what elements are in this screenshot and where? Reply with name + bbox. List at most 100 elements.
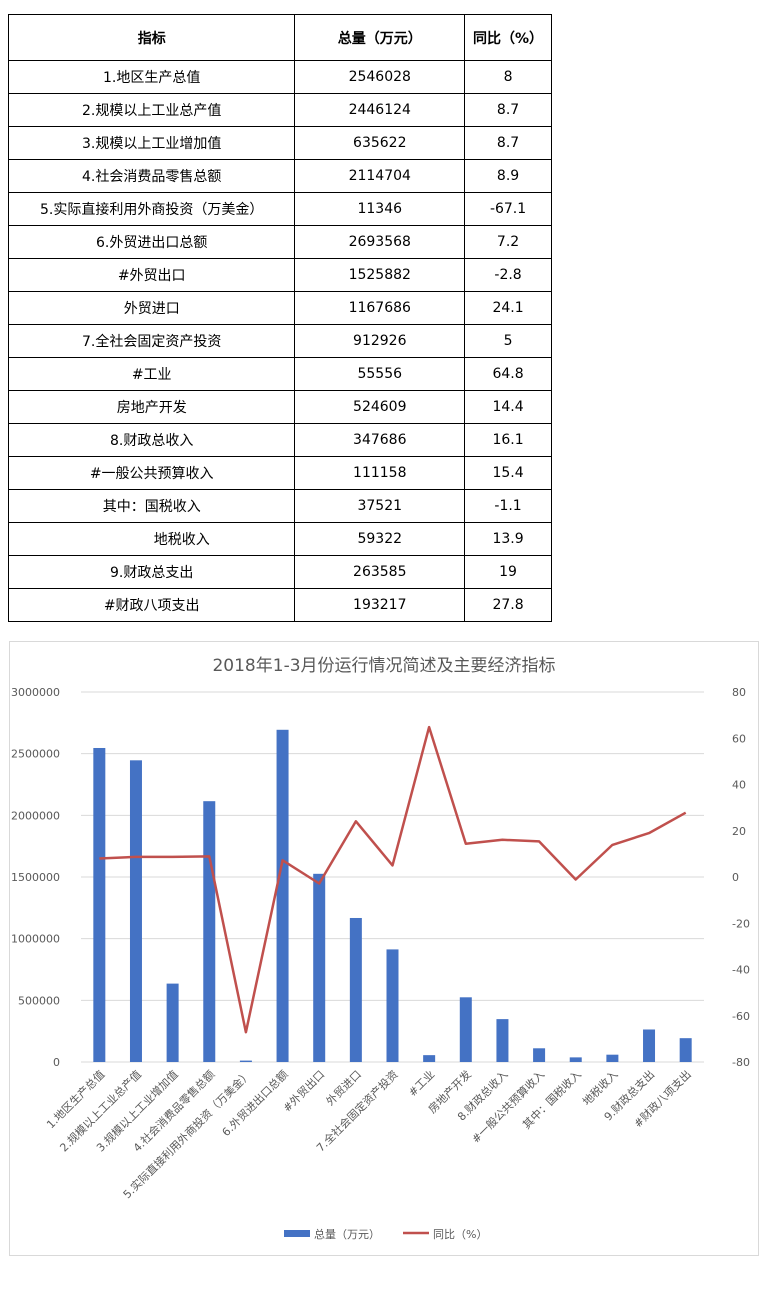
row-label: 2.规模以上工业总产值 xyxy=(7,93,296,127)
row-label: 9.财政总支出 xyxy=(7,555,296,589)
row-yoy: 5 xyxy=(464,324,552,358)
row-total: 59322 xyxy=(294,522,466,556)
bar xyxy=(459,997,472,1062)
y-right-tick-label: -40 xyxy=(732,964,750,977)
bar xyxy=(643,1029,656,1062)
row-yoy: 8 xyxy=(464,60,552,94)
row-total: 55556 xyxy=(294,357,466,391)
chart-title: 2018年1-3月份运行情况简述及主要经济指标 xyxy=(212,656,555,676)
row-label: 房地产开发 xyxy=(7,390,296,424)
bar xyxy=(166,983,179,1062)
row-label: 5.实际直接利用外商投资（万美金） xyxy=(7,192,296,226)
indicator-table: 指标 总量（万元） 同比（%） 1.地区生产总值 2546028 8 2.规模以上工业… xyxy=(7,14,552,622)
row-yoy: 8.7 xyxy=(464,126,552,160)
row-total: 635622 xyxy=(294,126,466,160)
y-right-tick-label: 40 xyxy=(732,779,746,792)
table-row: #财政八项支出 193217 27.8 xyxy=(7,588,552,622)
row-total: 2446124 xyxy=(294,93,466,127)
table-row: 9.财政总支出 263585 19 xyxy=(7,555,552,589)
bar xyxy=(569,1057,582,1062)
y-right-tick-label: 0 xyxy=(732,871,739,884)
row-yoy: 64.8 xyxy=(464,357,552,391)
bar xyxy=(276,729,289,1062)
row-total: 111158 xyxy=(294,456,466,490)
y-left-tick-label: 1000000 xyxy=(11,933,60,946)
y-left-tick-label: 1500000 xyxy=(11,871,60,884)
y-right-tick-label: 60 xyxy=(732,732,746,745)
header-indicator: 指标 xyxy=(7,14,296,61)
legend-label-yoy: 同比（%） xyxy=(433,1228,487,1241)
legend-swatch-bar xyxy=(284,1230,310,1237)
row-label: 外贸进口 xyxy=(7,291,296,325)
row-total: 347686 xyxy=(294,423,466,457)
row-yoy: -1.1 xyxy=(464,489,552,523)
row-label: 4.社会消费品零售总额 xyxy=(7,159,296,193)
row-yoy: 14.4 xyxy=(464,390,552,424)
row-yoy: 8.9 xyxy=(464,159,552,193)
x-tick-label: 6.外贸进出口总额 xyxy=(219,1067,291,1139)
table-row: 房地产开发 524609 14.4 xyxy=(7,390,552,424)
bar xyxy=(203,801,216,1062)
row-total: 912926 xyxy=(294,324,466,358)
bar xyxy=(386,949,399,1062)
bar xyxy=(129,760,142,1062)
table-row: 5.实际直接利用外商投资（万美金） 11346 -67.1 xyxy=(7,192,552,226)
table-row: 3.规模以上工业增加值 635622 8.7 xyxy=(7,126,552,160)
row-yoy: 27.8 xyxy=(464,588,552,622)
row-total: 2546028 xyxy=(294,60,466,94)
row-yoy: 19 xyxy=(464,555,552,589)
combo-chart: 2018年1-3月份运行情况简述及主要经济指标 0 500000 1000000 150… xyxy=(11,656,750,1241)
row-label: #财政八项支出 xyxy=(7,588,296,622)
x-tick-label: 5.实际直接利用外商投资（万美金） xyxy=(120,1067,254,1201)
row-yoy: 8.7 xyxy=(464,93,552,127)
row-total: 193217 xyxy=(294,588,466,622)
bar xyxy=(313,873,326,1062)
row-yoy: 7.2 xyxy=(464,225,552,259)
row-label: 6.外贸进出口总额 xyxy=(7,225,296,259)
row-label: 地税收入 xyxy=(7,522,296,556)
row-yoy: 13.9 xyxy=(464,522,552,556)
row-total: 524609 xyxy=(294,390,466,424)
row-label: #工业 xyxy=(7,357,296,391)
legend-label-total: 总量（万元） xyxy=(314,1227,380,1241)
row-label: #外贸出口 xyxy=(7,258,296,292)
bar xyxy=(679,1038,692,1062)
row-yoy: 15.4 xyxy=(464,456,552,490)
y-right-tick-label: -60 xyxy=(732,1010,750,1023)
row-label: 8.财政总收入 xyxy=(7,423,296,457)
row-total: 11346 xyxy=(294,192,466,226)
table-row: 2.规模以上工业总产值 2446124 8.7 xyxy=(7,93,552,127)
bar xyxy=(496,1019,509,1062)
y-left-tick-label: 2000000 xyxy=(11,809,60,822)
row-yoy: 24.1 xyxy=(464,291,552,325)
bar xyxy=(93,747,106,1062)
header-yoy: 同比（%） xyxy=(464,14,552,61)
bar xyxy=(239,1060,252,1062)
table-row: 其中：国税收入 37521 -1.1 xyxy=(7,489,552,523)
row-total: 263585 xyxy=(294,555,466,589)
row-total: 37521 xyxy=(294,489,466,523)
y-left-tick-label: 500000 xyxy=(18,994,60,1007)
row-label: #一般公共预算收入 xyxy=(7,456,296,490)
table-row: 地税收入 59322 13.9 xyxy=(7,522,552,556)
x-tick-label: #工业 xyxy=(406,1068,437,1099)
row-total: 2693568 xyxy=(294,225,466,259)
table-row: 1.地区生产总值 2546028 8 xyxy=(7,60,552,94)
table-row: #一般公共预算收入 111158 15.4 xyxy=(7,456,552,490)
bar xyxy=(533,1048,546,1062)
y-right-tick-label: -20 xyxy=(732,917,750,930)
table-row: 外贸进口 1167686 24.1 xyxy=(7,291,552,325)
row-label: 3.规模以上工业增加值 xyxy=(7,126,296,160)
row-total: 1525882 xyxy=(294,258,466,292)
table-row: 6.外贸进出口总额 2693568 7.2 xyxy=(7,225,552,259)
table-row: #外贸出口 1525882 -2.8 xyxy=(7,258,552,292)
table-row: 8.财政总收入 347686 16.1 xyxy=(7,423,552,457)
line-series xyxy=(99,725,687,1034)
y-left-tick-label: 2500000 xyxy=(11,748,60,761)
row-yoy: -67.1 xyxy=(464,192,552,226)
row-label: 1.地区生产总值 xyxy=(7,60,296,94)
row-yoy: 16.1 xyxy=(464,423,552,457)
row-total: 2114704 xyxy=(294,159,466,193)
row-yoy: -2.8 xyxy=(464,258,552,292)
row-label: 其中：国税收入 xyxy=(7,489,296,523)
